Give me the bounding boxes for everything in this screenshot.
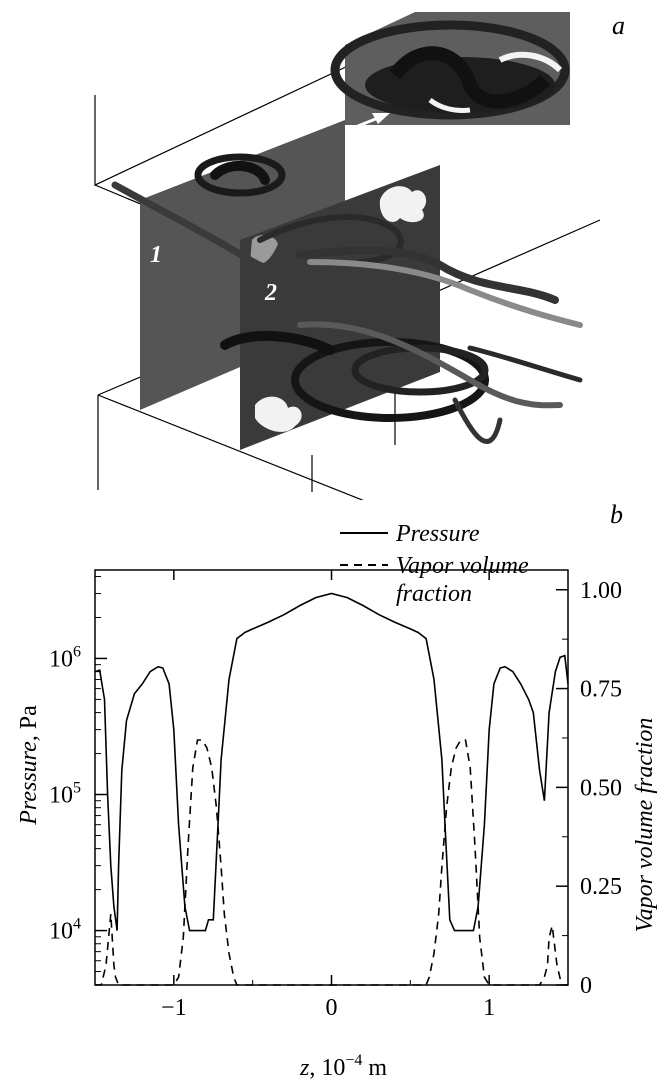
x-tick-label: 1 [483, 995, 495, 1021]
x-tick-label: −1 [161, 995, 187, 1021]
panel-a-scene: 1 2 a [94, 11, 625, 500]
x-axis-var: z [299, 1055, 310, 1081]
panel-b-label: b [610, 500, 623, 529]
plot-frame [94, 569, 569, 986]
y-left-axis-title: Pressure, Pa [16, 705, 42, 826]
x-axis-rest: , 10 [309, 1055, 345, 1081]
inset-plane [330, 12, 570, 125]
y-right-axis-ticks: 0 0.25 0.50 0.75 1.00 [556, 578, 622, 999]
vapor-fraction-line [95, 739, 568, 986]
cavitation-patches [250, 186, 427, 432]
y-left-axis-ticks: 104 105 106 [49, 576, 107, 986]
y-left-title-italic: Pressure, [16, 735, 42, 826]
panel-b-chart: −1 0 1 104 105 106 0 0.25 0.50 0.75 1.00 b Press… [16, 500, 658, 1081]
svg-text:z, 10−4 m: z, 10−4 m [299, 1052, 387, 1081]
pressure-line [94, 592, 569, 932]
y-right-axis-title: Vapor volume fraction [632, 718, 658, 933]
vortex-ribbons [111, 153, 583, 444]
legend-label-pressure: Pressure [395, 521, 480, 547]
plane-2 [240, 165, 440, 450]
x-axis-unit: m [362, 1055, 387, 1081]
y-right-tick-label: 0.75 [580, 677, 622, 703]
y-right-tick-label: 1.00 [580, 578, 622, 604]
y-right-title: Vapor volume fraction [632, 718, 658, 933]
y-right-tick-label: 0 [580, 973, 592, 999]
panel-a-label: a [612, 11, 625, 40]
legend: Pressure Vapor volume fraction [340, 521, 529, 607]
svg-text:Pressure, Pa: Pressure, Pa [16, 705, 42, 826]
y-left-tick-label: 106 [49, 643, 81, 672]
y-left-tick-label: 104 [49, 916, 81, 945]
y-right-tick-label: 0.25 [580, 874, 622, 900]
y-left-title-unit: Pa [16, 705, 42, 729]
x-axis-exp: −4 [345, 1052, 362, 1069]
y-right-tick-label: 0.50 [580, 775, 622, 801]
x-tick-label: 0 [326, 995, 338, 1021]
y-left-tick-label: 105 [49, 780, 81, 809]
legend-label-vapor-line2: fraction [396, 581, 472, 607]
x-axis-ticks: −1 0 1 [94, 570, 569, 1021]
plot-border [94, 569, 569, 986]
plane-1-label: 1 [150, 242, 162, 268]
legend-label-vapor: Vapor volume [396, 553, 529, 579]
plane-2-label: 2 [264, 280, 277, 306]
series-layer [94, 592, 569, 986]
x-axis-title: z, 10−4 m [299, 1052, 387, 1081]
